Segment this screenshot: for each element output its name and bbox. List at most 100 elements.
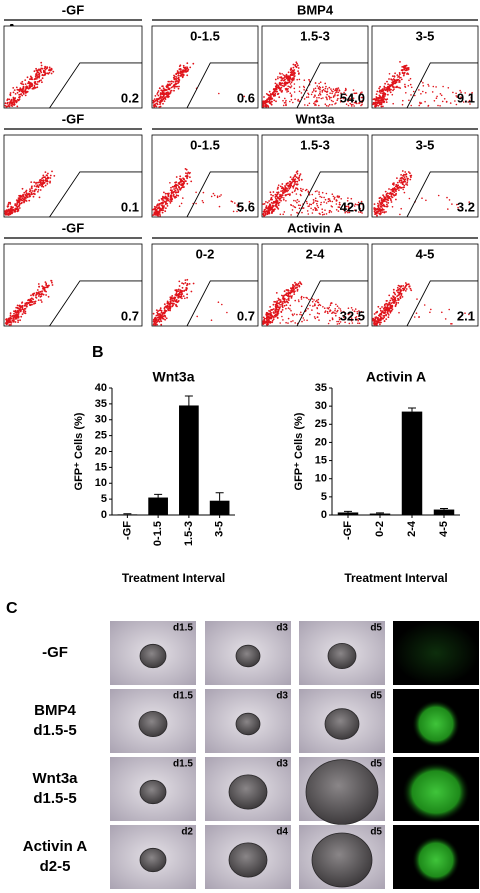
scatter-dot (13, 209, 16, 212)
gfp-signal (402, 762, 470, 822)
scatter-dot (160, 320, 163, 323)
scatter-dot (400, 78, 403, 81)
scatter-dot (439, 105, 441, 107)
bar (179, 405, 199, 515)
scatter-dot (311, 309, 313, 311)
scatter-dot (317, 94, 320, 96)
scatter-dot (414, 94, 416, 97)
scatter-dot (384, 93, 387, 96)
scatter-dot (30, 297, 33, 300)
scatter-dot (329, 319, 331, 322)
scatter-dot (294, 284, 297, 286)
row-label: d2-5 (40, 858, 71, 875)
scatter-dot (313, 89, 315, 92)
y-tick-label: 25 (315, 418, 327, 430)
scatter-dot (181, 71, 183, 74)
scatter-dot (210, 195, 213, 198)
scatter-dot (331, 200, 334, 203)
day-label: d3 (276, 759, 288, 770)
row-label: Activin A (23, 838, 88, 855)
scatter-dot (404, 290, 407, 292)
scatter-dot (274, 78, 277, 81)
scatter-dot (359, 207, 362, 210)
scatter-dot (169, 309, 172, 312)
scatter-dot (284, 101, 287, 103)
scatter-dot (298, 78, 301, 81)
scatter-dot (452, 91, 454, 94)
scatter-dot (165, 88, 167, 91)
scatter-dot (279, 301, 282, 303)
scatter-dot (266, 98, 268, 101)
scatter-dot (336, 199, 338, 202)
scatter-dot (316, 209, 318, 211)
control-label: -GF (62, 2, 84, 17)
scatter-dot (388, 89, 391, 92)
scatter-dot (359, 318, 362, 321)
scatter-dot (33, 300, 35, 303)
scatter-dot (185, 70, 188, 72)
scatter-dot (298, 178, 300, 180)
scatter-dot (155, 309, 158, 311)
scatter-dot (318, 104, 320, 107)
scatter-dot (442, 85, 444, 88)
scatter-dot (391, 298, 393, 300)
scatter-dot (179, 175, 182, 178)
scatter-dot (352, 103, 354, 106)
scatter-dot (28, 195, 31, 198)
y-tick-label: 20 (95, 445, 107, 457)
scatter-dot (287, 79, 289, 82)
scatter-dot (28, 304, 31, 306)
scatter-dot (173, 85, 176, 88)
scatter-dot (356, 102, 358, 105)
scatter-dot (310, 203, 313, 206)
scatter-dot (309, 304, 311, 307)
scatter-dot (178, 291, 181, 294)
scatter-dot (329, 200, 332, 202)
scatter-dot (40, 61, 43, 64)
scatter-dot (340, 198, 343, 200)
scatter-dot (326, 88, 329, 90)
scatter-dot (284, 97, 286, 100)
scatter-dot (384, 98, 387, 101)
scatter-dot (175, 185, 177, 188)
scatter-dot (36, 86, 39, 89)
scatter-dot (413, 316, 416, 318)
scatter-dot (403, 287, 405, 290)
scatter-dot (285, 76, 288, 79)
scatter-dot (277, 297, 280, 300)
scatter-dot (338, 201, 341, 204)
day-label: d3 (276, 691, 288, 702)
scatter-dot (388, 294, 391, 297)
scatter-dot (385, 198, 388, 201)
scatter-dot (177, 182, 180, 184)
scatter-dot (39, 69, 41, 72)
scatter-dot (433, 100, 436, 102)
scatter-dot (33, 70, 36, 73)
scatter-dot (162, 318, 165, 320)
scatter-dot (403, 67, 405, 69)
scatter-dot (315, 200, 317, 202)
scatter-dot (248, 200, 251, 203)
scatter-dot (26, 76, 29, 79)
scatter-dot (274, 202, 276, 204)
scatter-dot (373, 322, 376, 325)
scatter-dot (294, 64, 296, 67)
scatter-dot (29, 188, 31, 191)
scatter-dot (460, 91, 462, 94)
scatter-dot (13, 89, 16, 91)
scatter-dot (321, 211, 324, 214)
scatter-dot (293, 313, 296, 315)
scatter-dot (374, 101, 377, 104)
scatter-dot (308, 194, 311, 196)
scatter-dot (343, 316, 345, 319)
scatter-dot (27, 80, 30, 83)
scatter-dot (329, 310, 331, 313)
scatter-dot (271, 319, 274, 322)
scatter-dot (27, 298, 30, 301)
scatter-dot (180, 184, 182, 186)
scatter-dot (26, 303, 28, 306)
scatter-dot (236, 204, 239, 206)
scatter-dot (404, 285, 407, 288)
scatter-dot (420, 93, 422, 95)
scatter-dot (390, 78, 392, 80)
